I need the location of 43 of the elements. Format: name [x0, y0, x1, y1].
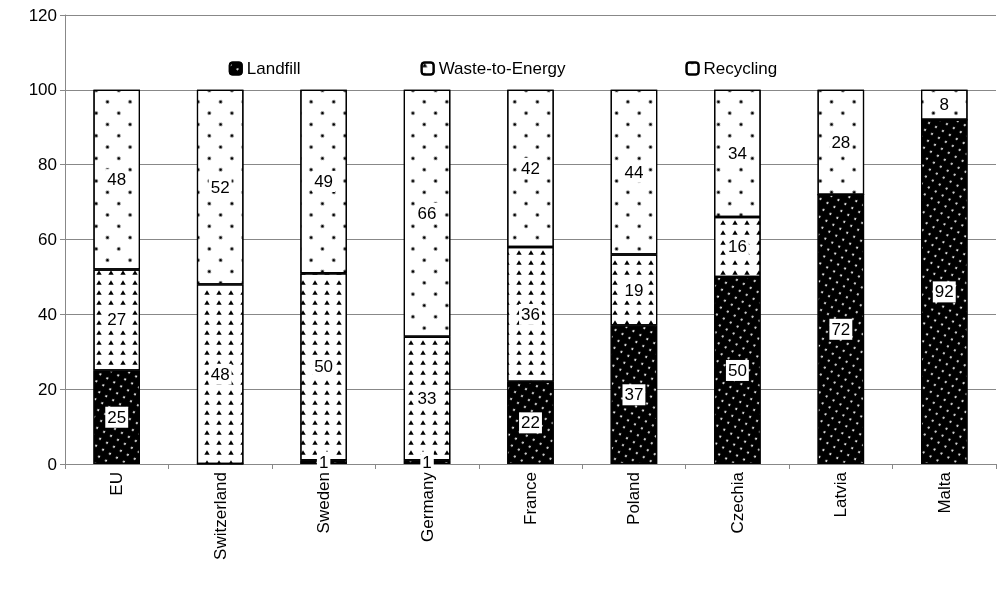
data-label: 8 [939, 95, 950, 115]
y-tick-label: 100 [28, 80, 57, 100]
y-tick-label: 120 [28, 5, 57, 25]
data-label: 19 [624, 280, 644, 300]
x-tick-label: Switzerland [210, 472, 230, 560]
data-label: 48 [107, 170, 127, 190]
data-label: 37 [624, 385, 644, 405]
y-tick-label: 40 [38, 304, 57, 324]
data-label: 25 [107, 407, 127, 427]
legend-label: Waste-to-Energy [438, 59, 567, 78]
data-label: 49 [314, 172, 334, 191]
data-label: 66 [417, 203, 437, 223]
data-label: 72 [831, 319, 851, 339]
data-label: 1 [422, 452, 432, 472]
data-label: 28 [831, 132, 851, 152]
data-label: 33 [417, 389, 437, 409]
data-label: 44 [624, 162, 644, 182]
x-tick-label: Czechia [727, 471, 747, 534]
data-label: 34 [727, 143, 747, 163]
x-tick-label: EU [107, 472, 127, 496]
x-tick-label: Sweden [314, 472, 334, 534]
y-tick-label: 0 [47, 454, 57, 474]
data-label: 36 [521, 304, 540, 324]
data-label: 48 [210, 364, 230, 384]
data-label: 16 [727, 237, 747, 257]
data-label: 1 [318, 452, 329, 472]
legend-label: Landfill [246, 59, 301, 78]
x-tick-label: Poland [624, 472, 644, 525]
data-label: 52 [210, 177, 230, 197]
y-tick-label: 80 [38, 155, 57, 175]
y-tick-label: 20 [38, 379, 57, 399]
y-tick-label: 60 [38, 230, 57, 249]
data-label: 92 [934, 282, 954, 302]
data-label: 22 [521, 413, 540, 433]
data-label: 42 [521, 158, 540, 178]
data-label: 27 [107, 310, 127, 330]
x-tick-label: France [521, 472, 540, 525]
x-tick-label: Latvia [831, 471, 851, 518]
x-tick-label: Germany [417, 471, 437, 542]
data-label: 50 [727, 360, 747, 380]
x-tick-label: Malta [934, 471, 954, 514]
legend-label: Recycling [703, 59, 778, 78]
data-label: 50 [314, 357, 334, 377]
